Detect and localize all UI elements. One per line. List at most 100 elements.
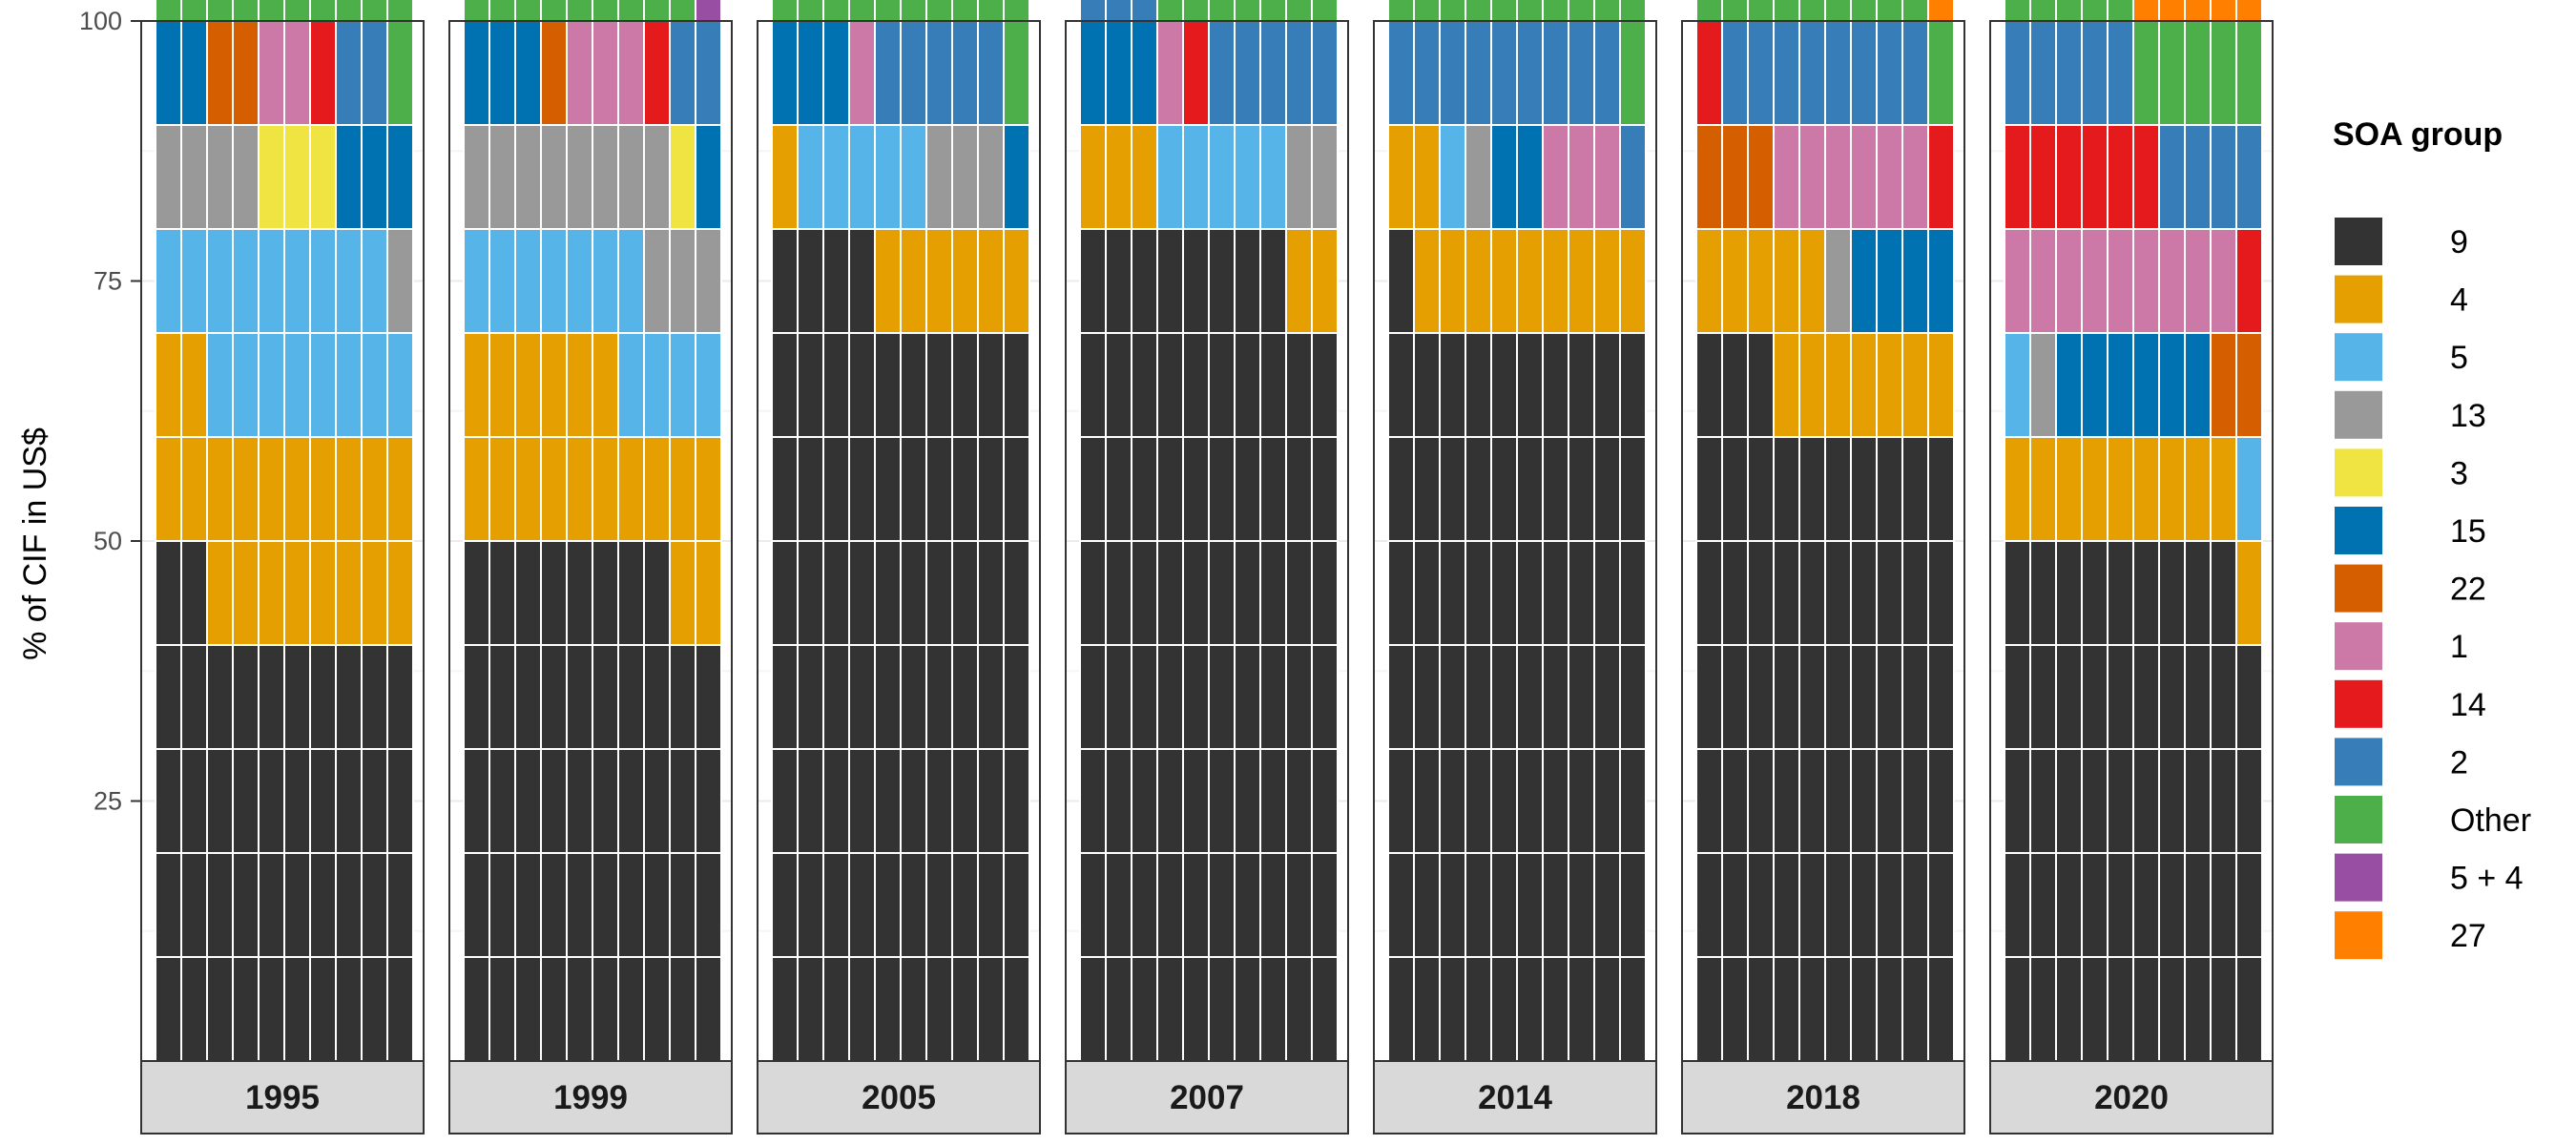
waffle-cell [2235,228,2263,334]
waffle-cell [874,852,902,958]
waffle-cell [592,956,619,1062]
waffle-cell [1824,644,1852,750]
waffle-cell [1773,228,1800,334]
waffle-cell [874,748,902,854]
waffle-cell [2158,20,2186,126]
waffle-cell [488,20,516,126]
waffle-cell [258,748,285,854]
waffle-cell [1542,852,1569,958]
waffle-cell [592,436,619,542]
panel-1999: 1999 [448,0,733,1135]
waffle-cell [2132,956,2160,1062]
waffle-cell [2132,228,2160,334]
waffle-cell [2004,748,2031,854]
waffle-cell [1182,20,1210,126]
waffle-cell [566,228,593,334]
waffle-cell [1542,540,1569,646]
waffle-cell [1824,540,1852,646]
waffle-cell [1413,124,1441,230]
waffle-cell [900,644,927,750]
waffle-cell [514,540,542,646]
waffle-cell [2210,0,2237,22]
waffle-cell [155,956,182,1062]
waffle-cell [2132,748,2160,854]
waffle-cell [1824,436,1852,542]
waffle-cell [155,852,182,958]
waffle-cell [1773,852,1800,958]
waffle-cell [1105,436,1132,542]
waffle-cell [1413,332,1441,438]
waffle-cell [2235,540,2263,646]
waffle-cell [566,332,593,438]
waffle-cell [2081,228,2109,334]
waffle-cell [540,124,568,230]
panel-2020: 2020 [1989,0,2274,1135]
waffle-cell [1079,228,1107,334]
waffle-cell [1311,540,1339,646]
waffle-cell [180,20,208,126]
waffle-cell [1259,644,1287,750]
legend-label: 15 [2450,513,2486,550]
waffle-cell [1901,436,1929,542]
legend-item: 13 [2335,390,2486,439]
waffle-cell [1413,0,1441,22]
waffle-cell [874,956,902,1062]
waffle-cell [1156,228,1184,334]
legend-item: 5 + 4 [2335,853,2524,902]
waffle-cell [155,436,182,542]
waffle-cell [1208,228,1236,334]
waffle-cell [514,436,542,542]
waffle-cell [2107,20,2134,126]
waffle-cell [951,436,979,542]
waffle-cell [206,0,234,22]
waffle-cell [1465,20,1492,126]
waffle-cell [1901,644,1929,750]
waffle-cell [771,0,799,22]
panel-1995: 1995 [140,0,425,1135]
waffle-cell [977,228,1005,334]
waffle-cell [1234,540,1261,646]
waffle-cell [1439,644,1466,750]
waffle-cell [797,124,824,230]
waffle-cell [1285,124,1313,230]
waffle-cell [258,956,285,1062]
waffle-cell [1747,956,1775,1062]
waffle-cell [1824,228,1852,334]
waffle-cell [1568,644,1595,750]
waffle-cell [540,0,568,22]
waffle-cell [822,20,850,126]
waffle-cell [848,124,876,230]
waffle-cell [258,644,285,750]
waffle-cell [2004,332,2031,438]
legend-swatch [2335,738,2382,786]
waffle-cell [695,956,722,1062]
waffle-cell [1234,748,1261,854]
waffle-cell [951,540,979,646]
waffle-cell [617,124,645,230]
waffle-cell [1876,124,1903,230]
waffle-cell [2235,332,2263,438]
waffle-cell [1490,644,1518,750]
waffle-cell [977,20,1005,126]
waffle-cell [1516,644,1544,750]
waffle-cell [155,540,182,646]
waffle-cell [463,20,490,126]
waffle-cell [2132,20,2160,126]
waffle-cell [1105,228,1132,334]
waffle-cell [2132,644,2160,750]
waffle-cell [232,644,260,750]
waffle-cell [643,852,671,958]
waffle-cell [771,644,799,750]
waffle-cell [386,748,414,854]
waffle-cell [1542,332,1569,438]
waffle-cell [1798,956,1826,1062]
waffle-cell [900,956,927,1062]
waffle-cell [695,0,722,22]
waffle-cell [1747,228,1775,334]
waffle-cell [2184,124,2212,230]
waffle-cell [1182,956,1210,1062]
waffle-cell [2158,956,2186,1062]
waffle-cell [1516,0,1544,22]
waffle-cell [822,540,850,646]
waffle-cell [463,332,490,438]
